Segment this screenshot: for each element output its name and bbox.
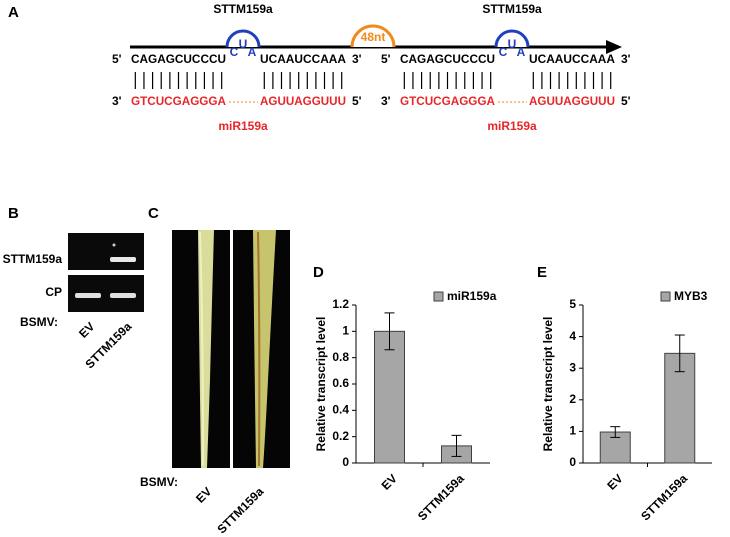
y-tick-label: 0.6 (332, 376, 349, 390)
legend-swatch (660, 291, 671, 302)
x-tick-label: EV (379, 471, 400, 492)
unit-label: STTM159a (482, 2, 542, 16)
sequence: AGUUAGGUUU (529, 94, 615, 108)
y-tick-label: 0 (342, 455, 349, 469)
y-tick-label: 4 (569, 329, 576, 343)
y-tick-label: 0.2 (332, 429, 349, 443)
leaf-vein (199, 231, 204, 467)
legend-label: MYB3 (674, 289, 708, 303)
x-tick-label: STTM159a (638, 471, 690, 523)
bulge-loop (494, 29, 530, 48)
gel-spot (112, 243, 116, 247)
sequence: UCAAUCCAAA (260, 52, 346, 66)
sequence: CAGAGCUCCCU (131, 52, 226, 66)
bulge-base: A (248, 45, 257, 59)
mirna-label: miR159a (487, 119, 537, 133)
gel-row-label: STTM159a (3, 252, 63, 266)
end-label: 3' (112, 94, 122, 108)
sequence: AGUUAGGUUU (260, 94, 346, 108)
end-label: 3' (621, 52, 631, 66)
y-tick-label: 5 (569, 297, 576, 311)
legend-swatch (433, 291, 444, 302)
end-label: 3' (381, 94, 391, 108)
x-tick-label: STTM159a (415, 471, 467, 523)
y-tick-label: 3 (569, 360, 576, 374)
end-label: 5' (112, 52, 122, 66)
y-tick-label: 0.8 (332, 350, 349, 364)
gel-band (110, 293, 136, 298)
panel-label: B (8, 205, 19, 222)
y-tick-label: 1 (342, 324, 349, 338)
bulge-base: C (230, 45, 239, 59)
y-tick-label: 1.2 (332, 297, 349, 311)
spacer-loop (350, 24, 396, 48)
end-label: 5' (381, 52, 391, 66)
lane-label: EV (193, 484, 214, 505)
lane-label: STTM159a (214, 484, 266, 536)
gel-band (75, 293, 101, 298)
bulge-base: U (239, 37, 248, 51)
gel-prefix: BSMV: (20, 315, 58, 329)
panel-label: C (148, 205, 159, 222)
y-axis-label: Relative transcript level (314, 317, 328, 452)
bulge-base: U (508, 37, 517, 51)
y-tick-label: 0 (569, 455, 576, 469)
sequence: UCAAUCCAAA (529, 52, 615, 66)
y-axis-label: Relative transcript level (541, 317, 555, 452)
mirna-label: miR159a (218, 119, 268, 133)
legend-label: miR159a (447, 289, 497, 303)
sequence: GTCUCGAGGGA (400, 94, 495, 108)
arrowhead (606, 40, 622, 54)
gel-image (68, 233, 144, 270)
y-tick-label: 1 (569, 424, 576, 438)
leaf-vein (257, 231, 261, 467)
x-tick-label: EV (604, 471, 625, 492)
gel-row-label: CP (45, 285, 62, 299)
sequence: CAGAGCUCCCU (400, 52, 495, 66)
gel-band (110, 257, 136, 262)
end-label: 5' (352, 94, 362, 108)
y-tick-label: 2 (569, 392, 576, 406)
sequence: GTCUCGAGGGA (131, 94, 226, 108)
unit-label: STTM159a (213, 2, 273, 16)
lane-label: EV (76, 319, 97, 340)
end-label: 3' (352, 52, 362, 66)
photo-divider (230, 230, 233, 468)
bulge-loop (225, 29, 261, 48)
panel-label: A (8, 4, 19, 21)
photo-prefix: BSMV: (140, 475, 178, 489)
end-label: 5' (621, 94, 631, 108)
bulge-base: C (499, 45, 508, 59)
y-tick-label: 0.4 (332, 403, 349, 417)
bulge-base: A (517, 45, 526, 59)
panel-label: D (313, 264, 324, 281)
spacer-label: 48nt (361, 30, 386, 44)
panel-label: E (537, 264, 547, 281)
bar (374, 330, 405, 464)
